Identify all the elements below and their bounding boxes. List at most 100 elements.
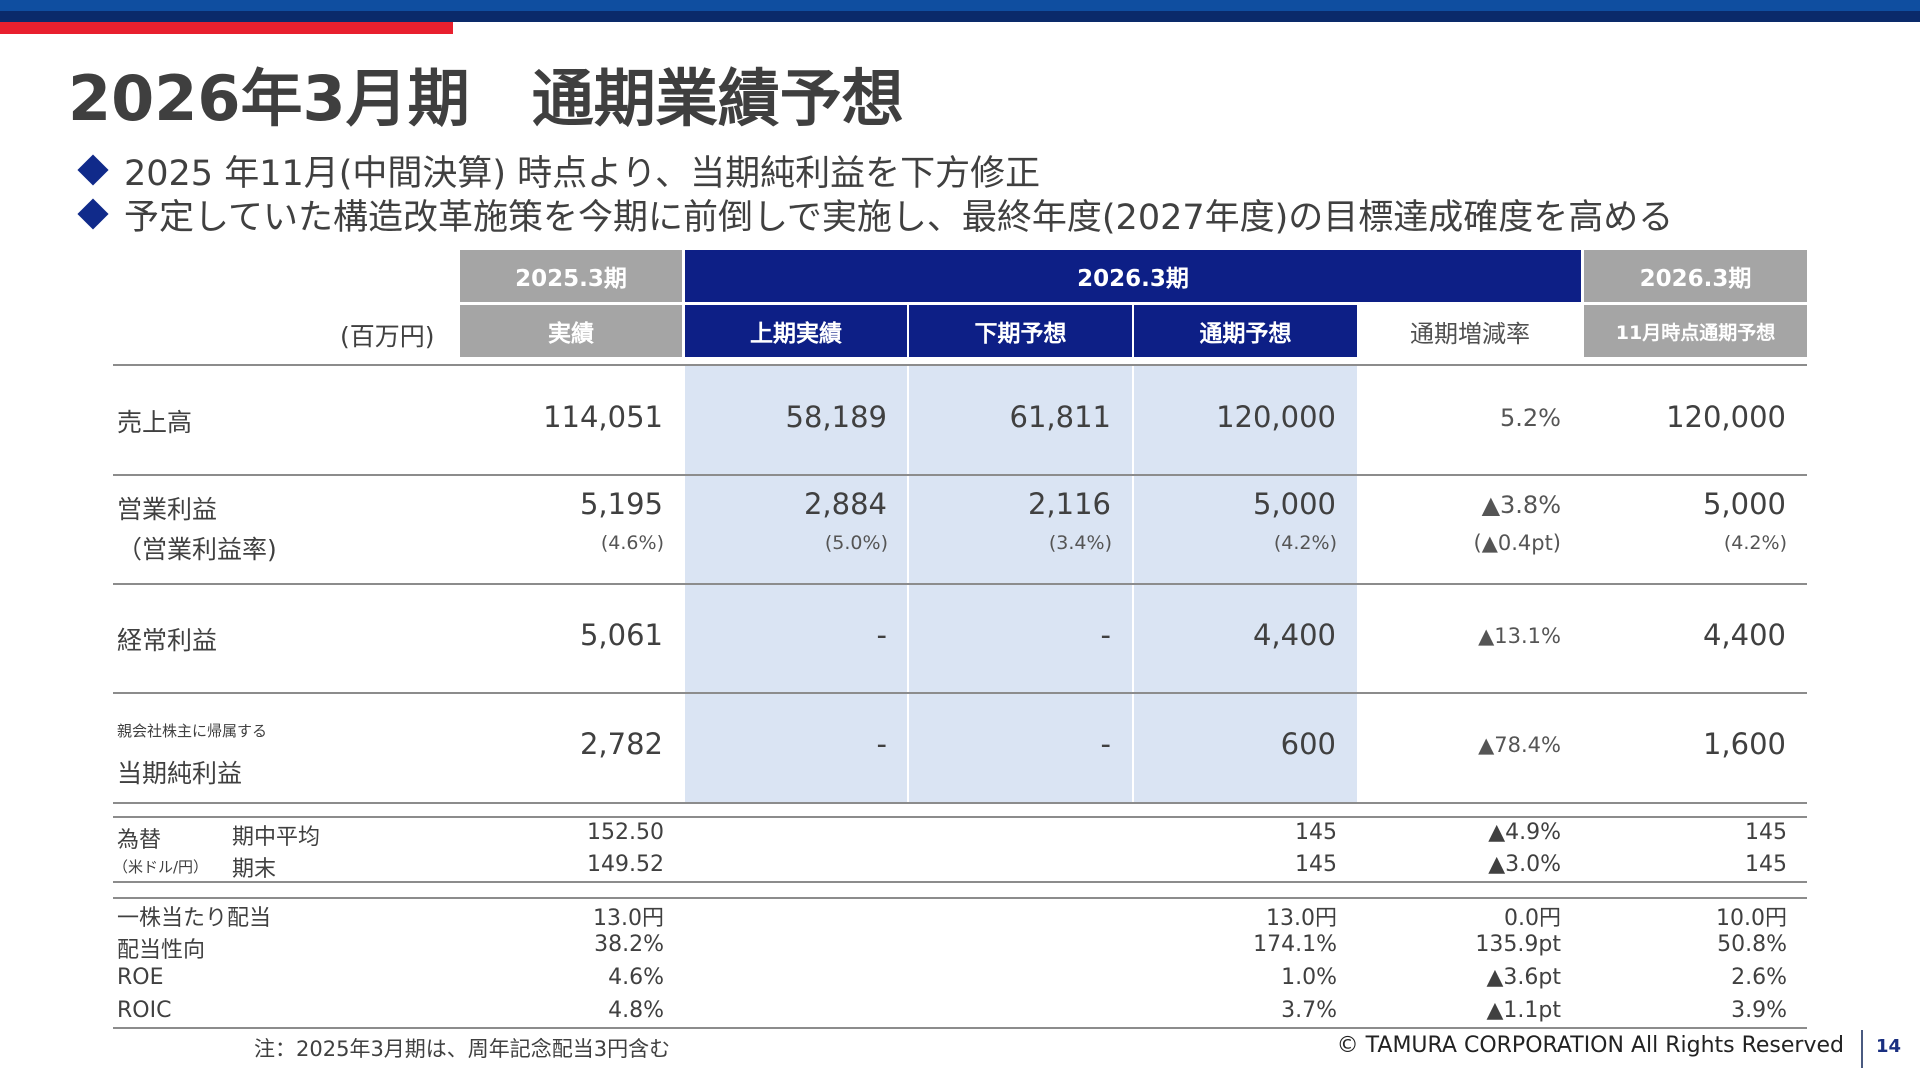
cell-actual: 149.52 [587,852,664,877]
cell-fy: 145 [1295,852,1337,877]
cell-fy: 13.0円 [1266,906,1337,931]
unit-label: (百万円) [340,322,435,351]
cell-fy: 3.7% [1281,998,1337,1023]
cell-h1: - [876,618,887,652]
cell-fy: 1.0% [1281,965,1337,990]
table-rule [113,474,1807,476]
metric-label: ROIC [117,998,172,1023]
row-label: 経常利益 [117,626,218,655]
metric-label: 一株当たり配当 [117,906,272,931]
cell-nov: 145 [1745,820,1787,845]
cell-nov: 10.0円 [1716,906,1787,931]
table-rule [113,1027,1807,1029]
cell-h2: - [1100,727,1111,761]
cell-nov: 3.9% [1731,998,1787,1023]
column-header-yoy: 通期増減率 [1410,319,1530,348]
cell-h2: 61,811 [1009,400,1111,434]
cell-actual: 5,061 [579,618,663,652]
column-header-actual: 実績 [460,305,682,357]
header-group-nov-forecast: 2026.3期 [1584,250,1807,302]
bullet-text: 2025 年11月(中間決算) 時点より、当期純利益を下方修正 [124,153,1041,194]
cell-actual: 5,195 [579,487,663,521]
row-prelabel: 親会社株主に帰属する [117,722,268,740]
cell-actual-margin: (4.6%) [600,532,664,554]
table-rule [113,816,1807,818]
row-sublabel: （営業利益率) [117,535,277,564]
cell-actual: 38.2% [594,932,664,957]
metric-label: ROE [117,965,164,990]
fx-row-label: 期末 [232,857,277,882]
cell-yoy: 5.2% [1500,404,1561,432]
table-rule [113,881,1807,883]
cell-actual: 152.50 [587,820,664,845]
cell-h2: 2,116 [1027,487,1111,521]
row-label: 当期純利益 [117,759,243,788]
copyright-text: © TAMURA CORPORATION All Rights Reserved [1336,1033,1844,1058]
cell-nov: 5,000 [1702,487,1786,521]
cell-yoy: ▲3.6pt [1486,965,1562,990]
diamond-bullet-icon [77,154,109,186]
fx-label: 為替 [117,828,162,853]
table-rule [113,802,1807,804]
column-header-nov-forecast: 11月時点通期予想 [1584,305,1807,357]
column-header-fy-forecast: 通期予想 [1134,305,1357,357]
cell-h1-margin: (5.0%) [824,532,888,554]
cell-nov-margin: (4.2%) [1723,532,1787,554]
cell-nov: 120,000 [1666,400,1786,434]
fx-row-label: 期中平均 [232,825,321,850]
cell-nov: 1,600 [1702,727,1786,761]
cell-fy: 5,000 [1252,487,1336,521]
cell-yoy: ▲4.9% [1488,820,1561,845]
cell-fy-margin: (4.2%) [1273,532,1337,554]
cell-actual: 114,051 [543,400,663,434]
row-label: 営業利益 [117,495,218,524]
cell-nov: 50.8% [1717,932,1787,957]
column-header-h2-forecast: 下期予想 [909,305,1132,357]
bullet-item: 2025 年11月(中間決算) 時点より、当期純利益を下方修正 [76,148,1673,194]
header-group-current-period: 2026.3期 [685,250,1581,302]
table-rule [113,692,1807,694]
table-rule [113,364,1807,366]
cell-fy: 174.1% [1253,932,1337,957]
table-rule [113,897,1807,899]
slide-title: 2026年3月期 通期業績予想 [68,62,904,135]
cell-h1: 2,884 [803,487,887,521]
table-rule [113,583,1807,585]
cell-fy: 600 [1280,727,1336,761]
cell-nov: 4,400 [1702,618,1786,652]
footnote: 注：2025年3月期は、周年記念配当3円含む [254,1037,671,1061]
top-accent-bar-navy [0,11,1920,22]
top-accent-bar-blue [0,0,1920,11]
cell-nov: 145 [1745,852,1787,877]
cell-h2: - [1100,618,1111,652]
cell-fy: 120,000 [1216,400,1336,434]
bullet-item: 予定していた構造改革施策を今期に前倒しで実施し、最終年度(2027年度)の目標達… [76,192,1673,238]
fx-unit-label: （米ドル/円） [113,858,209,876]
cell-yoy-margin: (▲0.4pt) [1473,531,1562,555]
page-number: 14 [1876,1036,1902,1057]
footer-divider [1861,1030,1863,1068]
column-header-h1-actual: 上期実績 [685,305,907,357]
bullet-text: 予定していた構造改革施策を今期に前倒しで実施し、最終年度(2027年度)の目標達… [124,197,1674,238]
header-group-prev-period: 2025.3期 [460,250,682,302]
cell-yoy: ▲13.1% [1478,624,1561,648]
cell-yoy: ▲78.4% [1478,733,1561,757]
cell-actual: 4.6% [608,965,664,990]
cell-h1: - [876,727,887,761]
top-accent-bar-red [0,22,453,34]
cell-h2-margin: (3.4%) [1048,532,1112,554]
cell-yoy: 0.0円 [1504,906,1561,931]
cell-actual: 4.8% [608,998,664,1023]
cell-yoy: 135.9pt [1475,932,1561,957]
bullet-list: 2025 年11月(中間決算) 時点より、当期純利益を下方修正 予定していた構造… [76,148,1673,238]
metric-label: 配当性向 [117,938,206,963]
cell-yoy: ▲1.1pt [1486,998,1562,1023]
cell-fy: 4,400 [1252,618,1336,652]
row-label: 売上高 [117,408,193,437]
cell-nov: 2.6% [1731,965,1787,990]
cell-actual: 13.0円 [593,906,664,931]
cell-yoy: ▲3.8% [1481,491,1561,519]
cell-h1: 58,189 [785,400,887,434]
diamond-bullet-icon [77,198,109,230]
cell-fy: 145 [1295,820,1337,845]
